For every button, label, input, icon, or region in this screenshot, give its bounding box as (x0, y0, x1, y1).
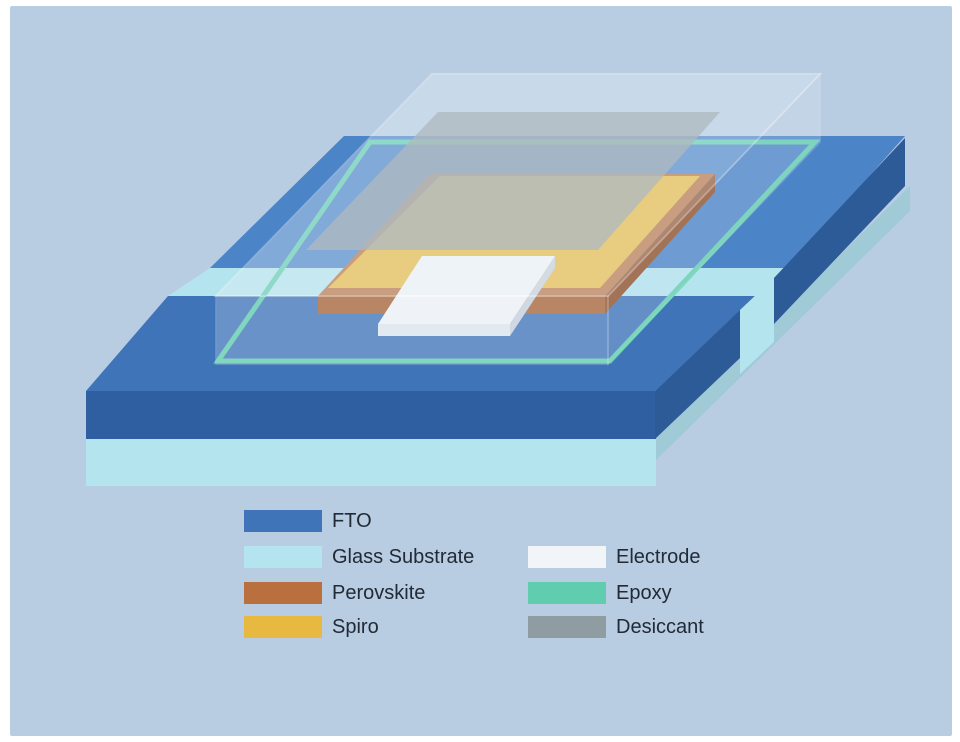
glass-cover-front (215, 295, 609, 365)
glass-strip-side (740, 278, 774, 374)
desiccant-sheet (306, 112, 720, 250)
epoxy-frame (213, 139, 821, 364)
legend-label: FTO (332, 509, 372, 532)
fto-top-face-front (86, 296, 755, 391)
legend-item-glass-substrate: Glass Substrate (332, 544, 474, 570)
legend-swatch-desiccant (528, 616, 606, 638)
legend-swatch-spiro (244, 616, 322, 638)
diagram-canvas: FTO Glass Substrate Perovskite Spiro Ele… (10, 6, 952, 736)
legend-label: Epoxy (616, 581, 672, 604)
electrode-front (378, 324, 510, 336)
legend-swatch-epoxy (528, 582, 606, 604)
fto-right-face-back (774, 138, 905, 324)
glass-substrate-right-face (655, 186, 910, 461)
legend-item-fto: FTO (332, 508, 372, 534)
legend-swatch-perovskite (244, 582, 322, 604)
legend-label: Desiccant (616, 615, 704, 638)
legend-swatch-fto (244, 510, 322, 532)
electrode-side (510, 256, 555, 336)
glass-cover-top (213, 73, 823, 297)
legend-item-perovskite: Perovskite (332, 580, 425, 606)
glass-substrate-front-face (86, 438, 656, 486)
legend-swatch-electrode (528, 546, 606, 568)
legend-label: Perovskite (332, 581, 426, 604)
fto-right-face-front (655, 310, 740, 439)
legend-item-epoxy: Epoxy (616, 580, 672, 606)
glass-cover-side (607, 72, 821, 366)
legend-label: Electrode (616, 545, 701, 568)
electrode-top (378, 256, 555, 324)
perovskite-side (605, 174, 715, 314)
legend-label: Spiro (332, 615, 379, 638)
device-diagram (86, 72, 910, 638)
legend: FTO Glass Substrate Perovskite Spiro Ele… (10, 6, 952, 736)
legend-swatch-glass-substrate (244, 546, 322, 568)
legend-item-spiro: Spiro (332, 614, 379, 640)
fto-front-face (86, 391, 656, 439)
legend-item-electrode: Electrode (616, 544, 701, 570)
legend-label: Glass Substrate (332, 545, 475, 568)
legend-item-desiccant: Desiccant (616, 614, 704, 640)
